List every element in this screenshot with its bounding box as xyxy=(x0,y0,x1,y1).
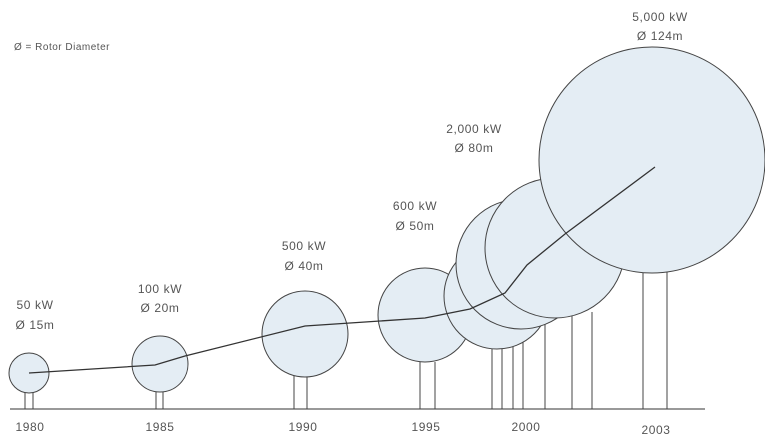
year-label-1995: 1995 xyxy=(411,420,440,434)
rotor-discs xyxy=(8,46,765,394)
rotor-disc-2003 xyxy=(538,46,765,274)
power-label-1980: 50 kW xyxy=(16,298,53,312)
year-label-1980: 1980 xyxy=(15,420,44,434)
diameter-label-2000: Ø 80m xyxy=(454,141,493,155)
year-label-1985: 1985 xyxy=(145,420,174,434)
year-label-1990: 1990 xyxy=(288,420,317,434)
diameter-label-1985: Ø 20m xyxy=(140,301,179,315)
year-label-2000: 2000 xyxy=(511,420,540,434)
power-label-2000: 2,000 kW xyxy=(446,122,502,136)
power-label-2003: 5,000 kW xyxy=(632,10,688,24)
diameter-label-1995: Ø 50m xyxy=(395,219,434,233)
year-label-2003: 2003 xyxy=(641,423,670,437)
diameter-label-1990: Ø 40m xyxy=(284,259,323,273)
year-axis: 1980 1985 1990 1995 2000 2003 xyxy=(15,420,670,437)
power-label-1995: 600 kW xyxy=(393,199,437,213)
rotor-disc-1990 xyxy=(261,290,349,378)
rotor-labels: 50 kW Ø 15m 100 kW Ø 20m 500 kW Ø 40m 60… xyxy=(15,10,687,332)
diameter-label-1980: Ø 15m xyxy=(15,318,54,332)
power-label-1985: 100 kW xyxy=(138,282,182,296)
legend-text: Ø = Rotor Diameter xyxy=(14,42,110,53)
power-label-1990: 500 kW xyxy=(282,239,326,253)
diameter-label-2003: Ø 124m xyxy=(637,29,683,43)
growth-trend-line xyxy=(28,166,656,374)
